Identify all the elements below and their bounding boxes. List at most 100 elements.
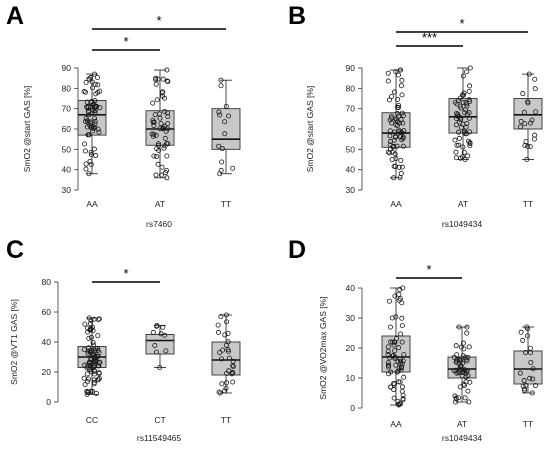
data-point: [398, 367, 404, 373]
data-point: [160, 324, 166, 330]
box-iqr: [513, 350, 543, 385]
data-point: [451, 354, 457, 360]
y-tick-label: 40: [42, 337, 52, 347]
data-point: [86, 112, 92, 118]
data-point: [390, 144, 396, 150]
significance-label: *: [426, 262, 431, 277]
data-point: [222, 131, 228, 137]
data-point: [399, 137, 405, 143]
data-point: [96, 316, 102, 322]
data-point: [517, 370, 523, 376]
data-point: [93, 91, 99, 97]
data-point: [392, 151, 398, 157]
data-point: [153, 81, 159, 87]
data-point: [524, 156, 530, 162]
data-point: [387, 133, 393, 139]
data-point: [86, 335, 92, 341]
data-point: [400, 384, 406, 390]
data-point: [150, 119, 156, 125]
data-point: [164, 153, 170, 159]
data-point: [88, 388, 94, 394]
x-tick-label: AA: [390, 419, 402, 429]
data-point: [230, 165, 236, 171]
data-point: [399, 164, 405, 170]
y-tick-label: 20: [42, 367, 52, 377]
box-group-cc: [77, 315, 107, 397]
data-point: [230, 362, 236, 368]
data-point: [386, 362, 392, 368]
data-point: [394, 111, 400, 117]
x-tick-label: AT: [458, 199, 468, 209]
data-point: [466, 97, 472, 103]
data-point: [461, 90, 467, 96]
data-point: [401, 374, 407, 380]
data-point: [387, 324, 393, 330]
data-point: [224, 371, 230, 377]
x-tick-label: CC: [86, 415, 98, 425]
panel-letter: D: [288, 236, 306, 264]
data-point: [218, 77, 224, 83]
data-point: [391, 89, 397, 95]
data-point: [393, 314, 399, 320]
data-point: [391, 175, 397, 181]
data-point: [460, 73, 466, 79]
data-point: [385, 78, 391, 84]
data-point: [388, 384, 394, 390]
data-point: [95, 317, 101, 323]
data-point: [528, 120, 534, 126]
y-tick-label: 30: [62, 185, 72, 195]
data-point: [91, 115, 97, 121]
data-point: [527, 375, 533, 381]
data-point: [454, 142, 460, 148]
data-point: [164, 78, 170, 84]
data-point: [520, 91, 526, 97]
data-point: [85, 379, 91, 385]
data-point: [219, 159, 225, 165]
data-point: [226, 355, 232, 361]
data-point: [454, 352, 460, 358]
data-point: [466, 110, 472, 116]
data-point: [460, 99, 466, 105]
data-point: [91, 380, 97, 386]
box-iqr: [211, 108, 241, 150]
data-point: [391, 342, 397, 348]
x-axis-title: rs1049434: [442, 433, 482, 443]
data-point: [398, 83, 404, 89]
data-point: [153, 172, 159, 178]
data-point: [467, 83, 473, 89]
panel-letter: C: [6, 236, 24, 264]
data-point: [524, 333, 530, 339]
data-point: [85, 108, 91, 114]
data-point: [87, 363, 93, 369]
data-point: [153, 75, 159, 81]
data-point: [158, 121, 164, 127]
data-point: [163, 348, 169, 354]
significance-label: ***: [422, 30, 437, 45]
data-point: [460, 154, 466, 160]
x-tick-label: AT: [155, 199, 165, 209]
data-point: [466, 138, 472, 144]
data-point: [230, 379, 236, 385]
data-point: [91, 71, 97, 77]
data-point: [225, 347, 231, 353]
data-point: [518, 118, 524, 124]
data-point: [225, 339, 231, 345]
x-axis-title: rs7460: [146, 219, 172, 229]
data-point: [91, 342, 97, 348]
x-tick-label: TT: [523, 199, 533, 209]
data-point: [95, 345, 101, 351]
data-point: [92, 371, 98, 377]
data-point: [463, 124, 469, 130]
y-tick-label: 80: [42, 277, 52, 287]
data-point: [399, 110, 405, 116]
data-point: [399, 300, 405, 306]
y-tick-label: 40: [346, 165, 356, 175]
data-point: [160, 125, 166, 131]
y-tick-label: 50: [346, 144, 356, 154]
data-point: [82, 362, 88, 368]
data-point: [222, 119, 228, 125]
data-point: [527, 144, 533, 150]
data-point: [466, 115, 472, 121]
data-point: [466, 344, 472, 350]
data-point: [393, 116, 399, 122]
